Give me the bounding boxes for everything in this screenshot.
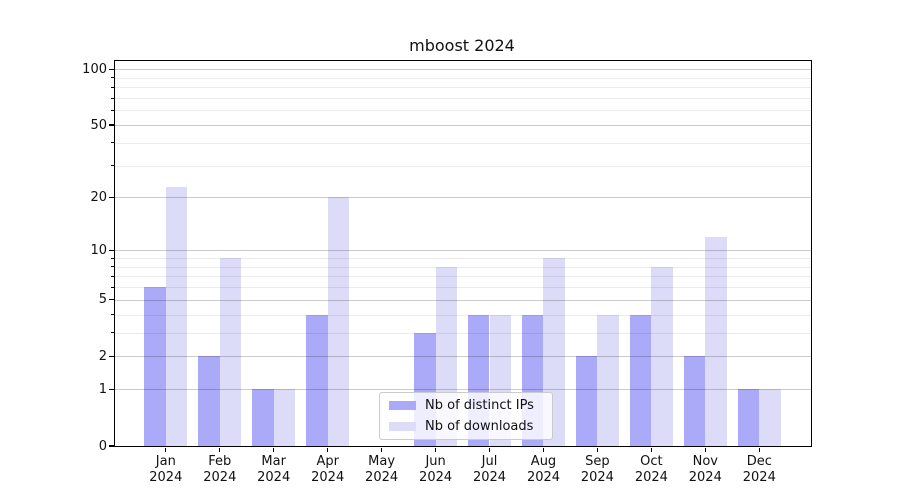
x-axis-tick <box>434 447 437 452</box>
bar-distinct-ips-9 <box>629 314 652 446</box>
legend-label-downloads: Nb of downloads <box>425 419 534 434</box>
y-axis-tick-label: 100 <box>82 61 107 77</box>
x-axis-tick-label: Aug 2024 <box>526 454 561 485</box>
x-axis-tick <box>380 447 383 452</box>
bar-distinct-ips-3 <box>306 314 328 446</box>
bar-downloads-10 <box>705 236 727 446</box>
y-axis-tick-label: 50 <box>90 117 107 133</box>
bar-downloads-1 <box>219 258 242 446</box>
y-axis-tick <box>109 249 114 251</box>
x-axis-tick-label: Nov 2024 <box>688 454 722 485</box>
x-axis-tick-label: Jan 2024 <box>149 454 183 485</box>
y-axis-minor-tick <box>111 275 114 277</box>
x-axis-tick <box>219 447 221 452</box>
x-axis-tick-label: May 2024 <box>365 454 399 485</box>
x-axis-tick <box>488 447 491 452</box>
y-axis-tick <box>109 355 114 357</box>
x-axis-tick <box>704 447 706 452</box>
x-axis-tick <box>542 447 545 452</box>
y-axis-tick-label: 1 <box>98 381 107 397</box>
x-axis-tick-label: Feb 2024 <box>203 454 237 485</box>
y-axis-minor-tick <box>111 86 114 88</box>
bar-distinct-ips-2 <box>252 389 274 446</box>
x-axis-tick-label: Jun 2024 <box>419 454 453 485</box>
bar-downloads-3 <box>327 197 350 446</box>
bar-distinct-ips-11 <box>737 389 760 446</box>
y-axis-tick-label: 0 <box>98 438 107 454</box>
x-axis-tick-label: Mar 2024 <box>257 454 291 485</box>
y-axis-tick <box>109 445 114 447</box>
x-axis-tick-label: Dec 2024 <box>742 454 776 485</box>
x-axis-tick <box>165 447 167 452</box>
bar-downloads-0 <box>165 186 188 446</box>
y-axis-tick <box>109 68 114 70</box>
x-axis-tick <box>758 447 760 452</box>
y-axis-minor-tick <box>111 286 114 288</box>
bar-downloads-8 <box>597 314 619 446</box>
x-axis-tick-label: Oct 2024 <box>634 454 668 485</box>
y-axis-tick <box>109 196 114 199</box>
y-axis-minor-tick <box>111 165 114 167</box>
plot-area: Nb of distinct IPs Nb of downloads 0 1 2 5 1… <box>82 60 812 485</box>
x-axis-tick-label: Apr 2024 <box>311 454 345 485</box>
y-axis-minor-tick <box>111 97 114 99</box>
y-axis-tick <box>109 124 114 126</box>
y-axis-minor-tick <box>111 77 114 79</box>
legend: Nb of distinct IPs Nb of downloads <box>379 392 553 440</box>
bar-downloads-9 <box>651 266 673 446</box>
gridline-minor <box>115 77 811 79</box>
y-axis-tick-label: 10 <box>90 242 107 258</box>
bar-downloads-11 <box>759 389 781 446</box>
gridline-major <box>115 125 811 126</box>
legend-swatch-downloads <box>389 422 416 431</box>
bar-downloads-2 <box>273 389 296 446</box>
y-axis-tick-label: 2 <box>98 348 107 364</box>
y-axis-minor-tick <box>111 257 114 259</box>
legend-label-distinct-ips: Nb of distinct IPs <box>425 398 534 413</box>
x-axis-tick-label: Sep 2024 <box>580 454 614 485</box>
y-axis-tick <box>109 388 114 391</box>
gridline-minor <box>115 87 811 89</box>
gridline-major <box>115 197 811 199</box>
gridline-minor <box>115 98 811 99</box>
x-axis-tick-label: Jul 2024 <box>472 454 507 485</box>
bar-distinct-ips-10 <box>683 356 706 446</box>
gridline-major <box>115 69 811 71</box>
y-axis-tick-label: 20 <box>90 189 107 205</box>
x-axis-tick <box>273 447 275 452</box>
x-axis-tick <box>327 447 329 452</box>
gridline-minor <box>115 142 811 144</box>
gridline-minor <box>115 110 811 112</box>
y-axis-minor-tick <box>111 332 114 334</box>
y-axis-tick <box>109 299 114 301</box>
x-axis-tick <box>596 447 599 452</box>
x-axis-tick <box>650 447 652 452</box>
y-axis-minor-tick <box>111 266 114 268</box>
gridline-minor <box>115 165 811 167</box>
y-axis-tick-label: 5 <box>98 292 107 308</box>
y-axis-minor-tick <box>111 142 114 144</box>
legend-entry-distinct-ips: Nb of distinct IPs <box>380 397 552 415</box>
legend-entry-downloads: Nb of downloads <box>380 418 552 436</box>
bar-distinct-ips-0 <box>144 287 166 446</box>
bar-distinct-ips-8 <box>575 356 598 446</box>
chart-title: mboost 2024 <box>409 36 515 55</box>
y-axis-minor-tick <box>111 109 114 111</box>
y-axis-minor-tick <box>111 314 114 316</box>
bar-distinct-ips-1 <box>198 356 220 446</box>
legend-swatch-distinct-ips <box>389 401 416 410</box>
